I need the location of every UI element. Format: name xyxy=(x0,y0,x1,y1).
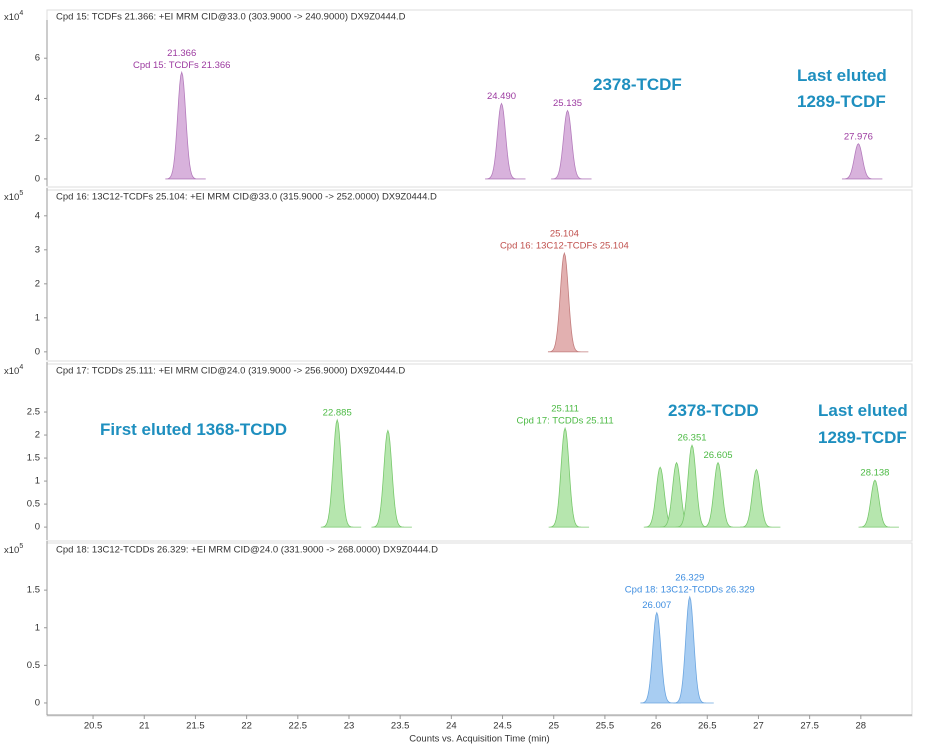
peak xyxy=(640,611,681,704)
x-tick-label: 28 xyxy=(856,721,867,732)
y-tick-label: 4 xyxy=(35,210,40,221)
y-tick-label: 0 xyxy=(35,346,40,357)
peak-label: 22.885 xyxy=(323,407,352,418)
peak-label: 25.104 xyxy=(550,229,579,240)
peak xyxy=(548,426,590,528)
scale-exponent: 4 xyxy=(19,10,23,17)
y-tick-label: 2 xyxy=(35,430,40,441)
peak-label: 27.976 xyxy=(844,131,873,142)
y-tick-label: 2 xyxy=(35,133,40,144)
peak-label: 26.605 xyxy=(703,450,732,461)
peak-label: 24.490 xyxy=(487,91,516,102)
y-tick-label: 1.5 xyxy=(27,585,40,596)
x-tick-label: 25 xyxy=(548,721,559,732)
y-tick-label: 0 xyxy=(35,697,40,708)
y-tick-label: 0 xyxy=(35,522,40,533)
y-tick-label: 4 xyxy=(35,93,40,104)
x-tick-label: 21.5 xyxy=(186,721,205,732)
peak-label: 26.007 xyxy=(642,600,671,611)
x-tick-label: 25.5 xyxy=(596,721,615,732)
peak-label: 28.138 xyxy=(860,468,889,479)
peak xyxy=(320,418,362,528)
peak xyxy=(841,143,883,180)
x-tick-label: 24.5 xyxy=(493,721,512,732)
x-tick-label: 20.5 xyxy=(84,721,103,732)
scale-base: x10 xyxy=(4,12,19,23)
peak xyxy=(858,479,899,528)
scale-label: x104 xyxy=(4,364,23,377)
y-tick-label: 0.5 xyxy=(27,499,40,510)
panel-title: Cpd 17: TCDDs 25.111: +EI MRM CID@24.0 (… xyxy=(56,366,405,377)
peak xyxy=(485,102,526,180)
peak-label: Cpd 18: 13C12-TCDDs 26.329 xyxy=(625,584,755,595)
x-tick-label: 27.5 xyxy=(800,721,819,732)
panel-title: Cpd 16: 13C12-TCDFs 25.104: +EI MRM CID@… xyxy=(56,192,437,203)
y-tick-label: 1 xyxy=(35,622,40,633)
peak-label: 21.366 xyxy=(167,48,196,59)
y-tick-label: 2.5 xyxy=(27,407,40,418)
peak-label: Cpd 17: TCDDs 25.111 xyxy=(516,416,613,427)
scale-base: x10 xyxy=(4,192,19,203)
annotation: 1289-TCDF xyxy=(797,92,886,111)
peak xyxy=(547,251,589,353)
peak xyxy=(701,461,743,528)
x-tick-label: 26.5 xyxy=(698,721,717,732)
x-tick-label: 24 xyxy=(446,721,457,732)
peak-label: 25.135 xyxy=(553,98,582,109)
peak xyxy=(371,429,412,528)
panel-frame xyxy=(46,363,913,542)
scale-label: x104 xyxy=(4,10,23,23)
annotation: 1289-TCDF xyxy=(818,428,907,447)
peak-label: Cpd 16: 13C12-TCDFs 25.104 xyxy=(500,241,629,252)
scale-base: x10 xyxy=(4,545,19,556)
x-axis-title: Counts vs. Acquisition Time (min) xyxy=(409,734,549,744)
y-tick-label: 1 xyxy=(35,312,40,323)
annotation: Last eluted xyxy=(818,401,908,420)
y-tick-label: 1 xyxy=(35,476,40,487)
y-tick-label: 2 xyxy=(35,278,40,289)
annotation: 2378-TCDD xyxy=(668,401,759,420)
x-tick-label: 21 xyxy=(139,721,150,732)
y-tick-label: 6 xyxy=(35,53,40,64)
x-tick-label: 23.5 xyxy=(391,721,410,732)
peak xyxy=(740,468,781,528)
x-tick-label: 27 xyxy=(753,721,764,732)
panel-title: Cpd 18: 13C12-TCDDs 26.329: +EI MRM CID@… xyxy=(56,545,438,556)
peak-label: 26.351 xyxy=(677,433,706,444)
scale-exponent: 4 xyxy=(19,364,23,371)
panel-frame xyxy=(46,542,913,717)
y-tick-label: 0 xyxy=(35,173,40,184)
peak xyxy=(675,444,717,528)
y-tick-label: 3 xyxy=(35,244,40,255)
x-tick-label: 22 xyxy=(241,721,252,732)
peak xyxy=(673,595,714,704)
scale-label: x105 xyxy=(4,190,23,203)
y-tick-label: 1.5 xyxy=(27,453,40,464)
panel-title: Cpd 15: TCDFs 21.366: +EI MRM CID@33.0 (… xyxy=(56,12,406,23)
scale-base: x10 xyxy=(4,366,19,377)
annotation: First eluted 1368-TCDD xyxy=(100,420,288,439)
peak-label: Cpd 15: TCDFs 21.366 xyxy=(133,60,231,71)
scale-exponent: 5 xyxy=(19,543,23,550)
x-tick-label: 26 xyxy=(651,721,662,732)
annotation: Last eluted xyxy=(797,66,887,85)
x-tick-label: 23 xyxy=(344,721,355,732)
scale-exponent: 5 xyxy=(19,190,23,197)
peak xyxy=(551,109,592,180)
scale-label: x105 xyxy=(4,543,23,556)
y-tick-label: 0.5 xyxy=(27,660,40,671)
x-tick-label: 22.5 xyxy=(289,721,308,732)
panel-frame xyxy=(46,189,913,362)
peak xyxy=(165,70,206,180)
annotation: 2378-TCDF xyxy=(593,75,682,94)
peak-label: 25.111 xyxy=(551,404,579,415)
peak-label: 26.329 xyxy=(675,572,704,583)
